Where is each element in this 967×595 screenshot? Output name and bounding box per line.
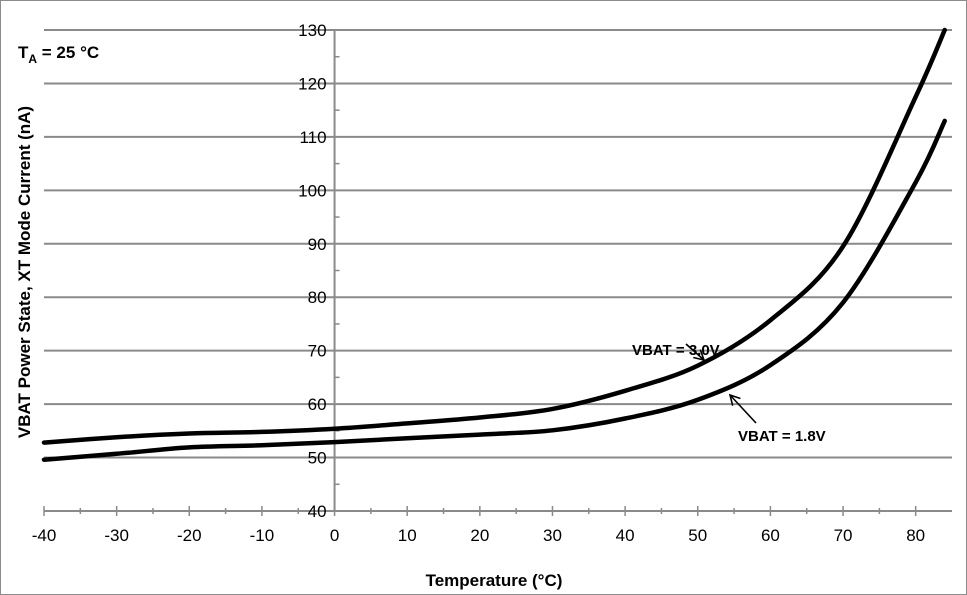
condition-label: TA = 25 °C (18, 43, 99, 66)
x-tick-label: 40 (616, 526, 635, 545)
annotation-label: VBAT = 3.0V (632, 342, 720, 359)
tick-labels: 40 50 60 70 80 90 100 110 120 130 -40 -30 -20 -10 0 10 2… (32, 21, 925, 545)
x-tick-label: 80 (906, 526, 925, 545)
y-tick-label: 40 (308, 502, 327, 521)
y-tick-label: 50 (308, 449, 327, 468)
gridlines (44, 29, 952, 459)
y-tick-label: 70 (308, 342, 327, 361)
series-line-1 (41, 27, 947, 445)
annotations: VBAT = 3.0V VBAT = 1.8V (632, 342, 826, 445)
x-tick-label: 10 (398, 526, 417, 545)
y-tick-label: 80 (308, 288, 327, 307)
x-tick-label: 30 (543, 526, 562, 545)
y-axis-title: VBAT Power State, XT Mode Current (nA) (15, 106, 34, 438)
y-tick-label: 100 (298, 181, 326, 200)
y-tick-label: 60 (308, 395, 327, 414)
x-tick-label: -20 (177, 526, 202, 545)
x-tick-label: -10 (250, 526, 275, 545)
x-tick-label: 20 (470, 526, 489, 545)
y-tick-label: 90 (308, 235, 327, 254)
annotation-arrow (685, 343, 705, 361)
y-tick-label: 110 (299, 128, 326, 147)
x-tick-label: 0 (330, 526, 339, 545)
x-tick-label: -30 (104, 526, 129, 545)
x-axis-title: Temperature (°C) (426, 571, 563, 590)
y-tick-label: 130 (298, 21, 326, 40)
annotation-arrowhead (693, 349, 706, 362)
y-tick-label: 120 (298, 74, 326, 93)
series-line-2 (41, 118, 947, 462)
annotation-label: VBAT = 1.8V (738, 428, 826, 445)
x-tick-label: 60 (761, 526, 780, 545)
x-tick-label: 70 (834, 526, 853, 545)
x-tick-label: -40 (32, 526, 57, 545)
annotation-arrow (729, 394, 757, 424)
series-lines (41, 27, 947, 462)
x-tick-label: 50 (688, 526, 707, 545)
annotation-arrowhead (728, 393, 741, 406)
